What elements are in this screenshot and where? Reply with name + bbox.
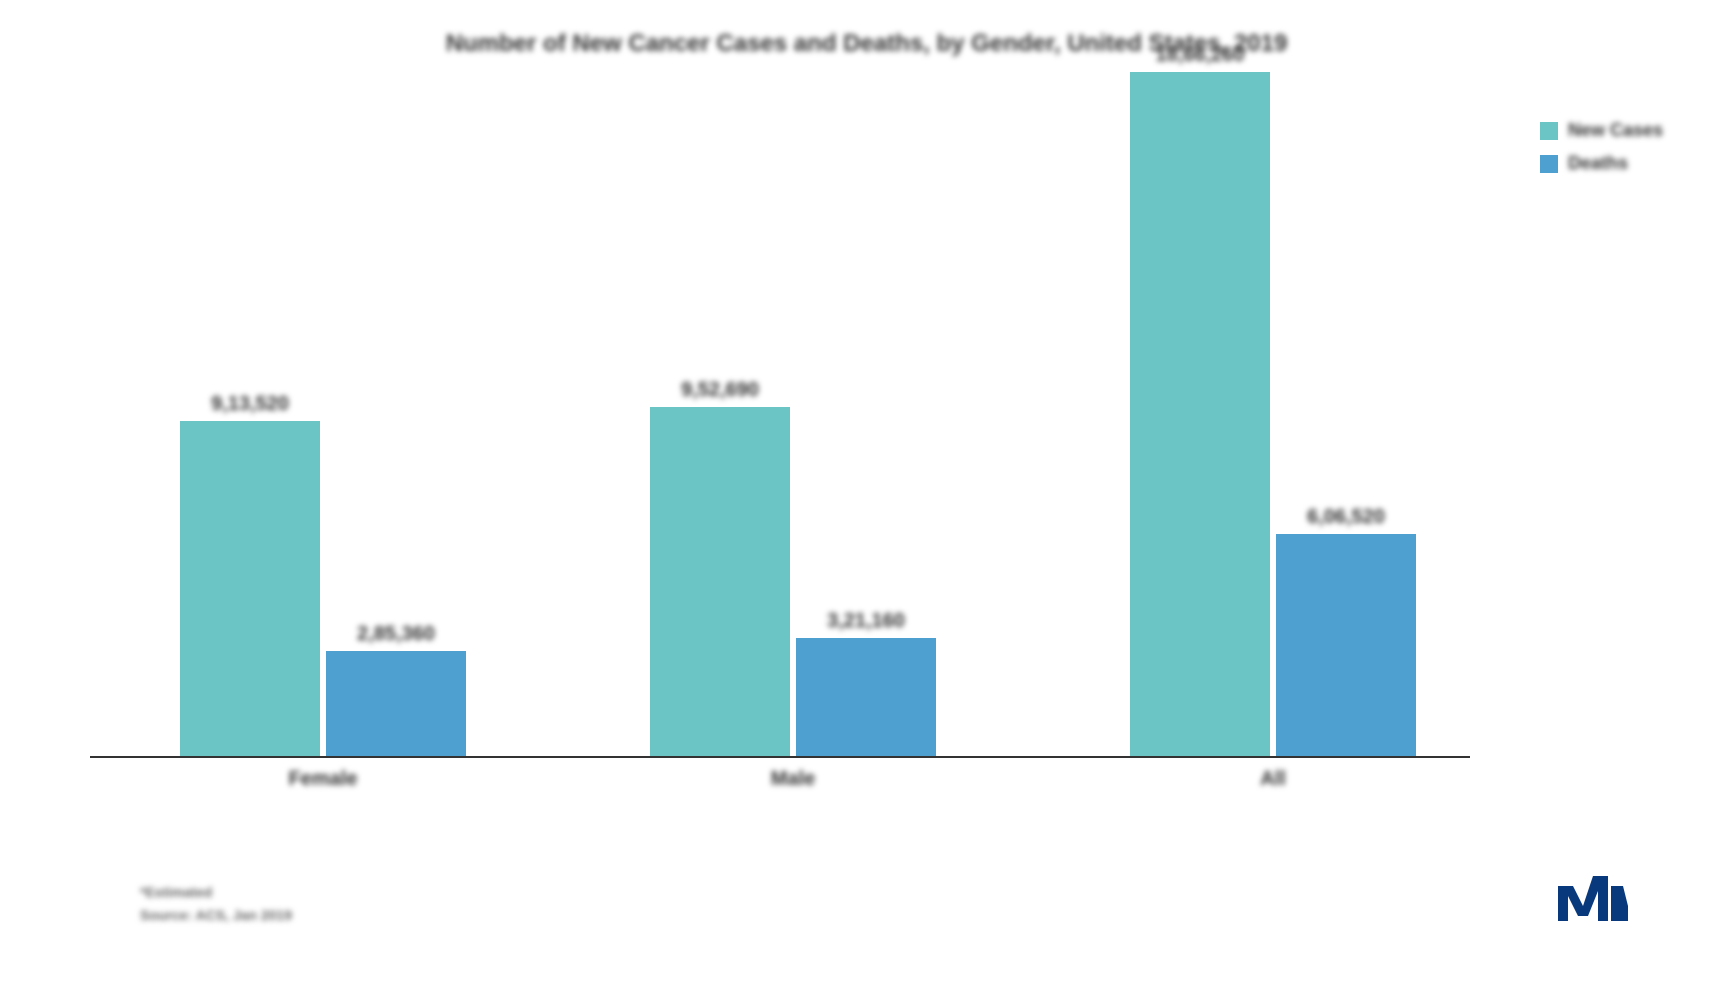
bar-label: 3,21,160 [827,610,905,633]
bar-label: 9,13,520 [211,393,289,416]
legend-text-deaths: Deaths [1568,153,1628,174]
x-axis-labels: Female Male All [90,768,1470,798]
bar-male-new-cases: 9,52,690 [650,407,790,756]
chart-title: Number of New Cancer Cases and Deaths, b… [50,30,1683,58]
bar-all-new-cases: 18,66,260 [1130,72,1270,756]
footer-source: Source: ACS, Jan 2019 [140,904,292,926]
brand-logo [1553,871,1633,926]
legend-text-new-cases: New Cases [1568,120,1663,141]
footer-estimated: *Estimated [140,881,292,903]
legend: New Cases Deaths [1540,120,1663,174]
bar-group-female: 9,13,5202,85,360 [180,421,466,756]
x-label-male: Male [771,768,815,791]
legend-item-new-cases: New Cases [1540,120,1663,141]
bar-label: 18,66,260 [1156,44,1245,67]
legend-item-deaths: Deaths [1540,153,1663,174]
bar-female-deaths: 2,85,360 [326,651,466,756]
bar-female-new-cases: 9,13,520 [180,421,320,756]
bar-label: 2,85,360 [357,623,435,646]
bar-group-male: 9,52,6903,21,160 [650,407,936,756]
bar-group-all: 18,66,2606,06,520 [1130,72,1416,756]
bar-male-deaths: 3,21,160 [796,638,936,756]
bar-all-deaths: 6,06,520 [1276,534,1416,756]
plot-area: 9,13,5202,85,3609,52,6903,21,16018,66,26… [90,98,1470,758]
chart-area: 9,13,5202,85,3609,52,6903,21,16018,66,26… [90,98,1590,818]
bar-label: 6,06,520 [1307,506,1385,529]
x-label-female: Female [289,768,358,791]
footer: *Estimated Source: ACS, Jan 2019 [140,881,292,926]
bar-label: 9,52,690 [681,379,759,402]
legend-swatch-new-cases [1540,122,1558,140]
chart-container: Number of New Cancer Cases and Deaths, b… [50,30,1683,956]
legend-swatch-deaths [1540,155,1558,173]
x-label-all: All [1260,768,1286,791]
